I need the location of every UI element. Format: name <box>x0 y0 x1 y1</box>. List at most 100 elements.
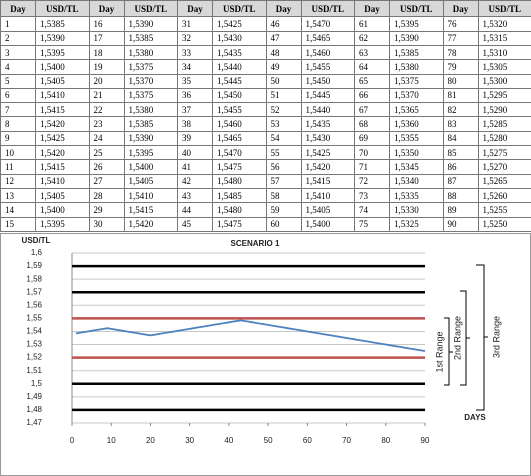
header-cell: Day <box>265 0 302 18</box>
table-cell: 45 <box>177 216 213 232</box>
table-cell: 1,5480 <box>212 202 267 218</box>
table-cell: 27 <box>88 173 125 189</box>
y-axis-label: USD/TL <box>22 236 51 245</box>
table-cell: 1,5320 <box>477 16 531 32</box>
table-cell: 10 <box>0 145 36 161</box>
table-cell: 1,5465 <box>212 130 267 147</box>
table-cell: 1,5420 <box>123 216 178 232</box>
table-cell: 3 <box>0 44 36 61</box>
header-cell: USD/TL <box>35 0 90 18</box>
table-cell: 26 <box>88 159 125 175</box>
table-cell: 6 <box>0 87 36 104</box>
header-cell: USD/TL <box>212 0 267 18</box>
table-cell: 1,5405 <box>123 173 178 189</box>
table-cell: 1,5395 <box>35 216 90 232</box>
table-row: 2 1,5390 17 1,5385 32 1,5430 47 1,5465 62 1,5390 7… <box>0 30 531 46</box>
table-cell: 1,5370 <box>389 87 444 104</box>
x-tick-label: 10 <box>107 436 116 445</box>
table-cell: 1,5375 <box>389 73 444 89</box>
y-tick-label: 1,56 <box>26 300 42 309</box>
table-cell: 37 <box>177 102 213 118</box>
table-cell: 90 <box>442 216 479 232</box>
table-cell: 33 <box>177 44 213 61</box>
y-tick-label: 1,53 <box>26 340 42 349</box>
table-cell: 48 <box>265 44 302 61</box>
table-cell: 32 <box>177 30 213 46</box>
table-cell: 60 <box>265 216 302 232</box>
x-tick-label: 60 <box>303 436 312 445</box>
x-tick-label: 50 <box>264 436 273 445</box>
table-cell: 1,5400 <box>300 216 355 232</box>
header-cell: Day <box>354 0 390 18</box>
table-cell: 79 <box>442 59 479 75</box>
table-cell: 43 <box>177 187 213 204</box>
table-cell: 4 <box>0 59 36 75</box>
table-row: 14 1,5400 29 1,5415 44 1,5480 59 1,5405 74 1,5330… <box>0 202 531 218</box>
table-cell: 1,5385 <box>123 30 178 46</box>
table-cell: 5 <box>0 73 36 89</box>
table-cell: 1,5475 <box>212 159 267 175</box>
table-cell: 29 <box>88 202 125 218</box>
table-cell: 1,5400 <box>35 202 90 218</box>
table-row: 10 1,5420 25 1,5395 40 1,5470 55 1,5425 70 1,5350… <box>0 145 531 161</box>
table-row: 9 1,5425 24 1,5390 39 1,5465 54 1,5430 69 1,5355 8… <box>0 130 531 147</box>
table-cell: 81 <box>442 87 479 104</box>
table-cell: 61 <box>354 16 390 32</box>
x-tick-label: 90 <box>421 436 430 445</box>
table-cell: 53 <box>265 116 302 132</box>
table-cell: 1,5340 <box>389 173 444 189</box>
y-tick-label: 1,48 <box>26 405 42 414</box>
table-cell: 58 <box>265 187 302 204</box>
table-cell: 1,5450 <box>212 87 267 104</box>
table-cell: 49 <box>265 59 302 75</box>
table-cell: 1,5410 <box>35 87 90 104</box>
table-cell: 72 <box>354 173 390 189</box>
table-cell: 1,5305 <box>477 59 531 75</box>
x-tick-label: 70 <box>342 436 351 445</box>
table-cell: 17 <box>88 30 125 46</box>
table-cell: 1,5275 <box>477 145 531 161</box>
table-row: 15 1,5395 30 1,5420 45 1,5475 60 1,5400 75 1,5325… <box>0 216 531 232</box>
table-row: 8 1,5420 23 1,5385 38 1,5460 53 1,5435 68 1,5360 8… <box>0 116 531 132</box>
table-cell: 1,5395 <box>389 16 444 32</box>
table-cell: 1,5355 <box>389 130 444 147</box>
table-cell: 1,5265 <box>477 173 531 189</box>
table-cell: 1,5335 <box>389 187 444 204</box>
table-cell: 14 <box>0 202 36 218</box>
table-cell: 1,5460 <box>300 44 355 61</box>
table-cell: 1,5445 <box>212 73 267 89</box>
table-cell: 1,5280 <box>477 130 531 147</box>
header-cell: USD/TL <box>300 0 355 18</box>
table-cell: 1,5365 <box>389 102 444 118</box>
table-cell: 16 <box>88 16 125 32</box>
table-cell: 1,5410 <box>123 187 178 204</box>
table-cell: 67 <box>354 102 390 118</box>
table-cell: 1,5315 <box>477 30 531 46</box>
table-cell: 1,5415 <box>35 159 90 175</box>
table-cell: 1,5405 <box>35 73 90 89</box>
table-cell: 18 <box>88 44 125 61</box>
table-cell: 1,5475 <box>212 216 267 232</box>
table-cell: 62 <box>354 30 390 46</box>
table-cell: 25 <box>88 145 125 161</box>
table-cell: 68 <box>354 116 390 132</box>
table-cell: 1,5480 <box>212 173 267 189</box>
table-cell: 1,5375 <box>123 59 178 75</box>
table-cell: 12 <box>0 173 36 189</box>
table-cell: 11 <box>0 159 36 175</box>
table-cell: 85 <box>442 145 479 161</box>
annotation: 1st Range <box>434 331 444 372</box>
annotation: 3rd Range <box>491 316 501 358</box>
table-cell: 15 <box>0 216 36 232</box>
table-cell: 82 <box>442 102 479 118</box>
table-cell: 1,5285 <box>477 116 531 132</box>
table-cell: 59 <box>265 202 302 218</box>
bracket <box>476 264 488 411</box>
table-row: 12 1,5410 27 1,5405 42 1,5480 57 1,5415 72 1,5340… <box>0 173 531 189</box>
table-cell: 1,5345 <box>389 159 444 175</box>
table-cell: 63 <box>354 44 390 61</box>
chart-frame <box>0 233 531 476</box>
table-cell: 1,5370 <box>123 73 178 89</box>
table-cell: 64 <box>354 59 390 75</box>
y-tick-label: 1,5 <box>31 379 43 388</box>
